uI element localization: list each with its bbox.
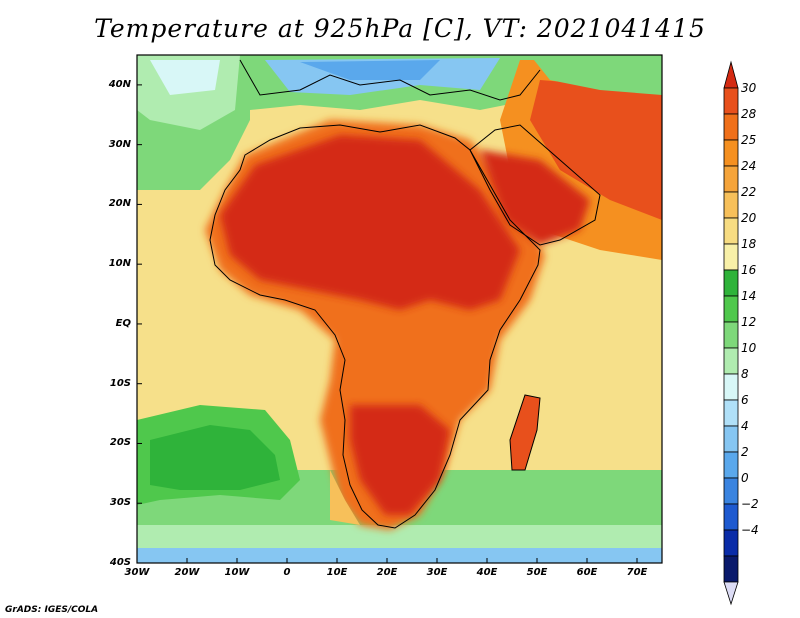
colorbar-segment — [723, 451, 739, 479]
colorbar-level-label: 24 — [741, 159, 757, 173]
lon-label: 20E — [376, 567, 398, 578]
colorbar-level-label: −2 — [741, 497, 759, 511]
colorbar-segment — [723, 529, 739, 557]
lat-label: 40S — [109, 557, 131, 568]
lat-label: 30N — [108, 138, 131, 150]
colorbar-level-label: 28 — [741, 107, 757, 121]
lat-label: EQ — [115, 317, 131, 329]
colorbar-segment — [723, 87, 739, 115]
colorbar-level-label: 20 — [741, 211, 757, 225]
colorbar-level-label: 0 — [741, 471, 749, 485]
lon-label: 0 — [283, 567, 291, 578]
plot-frame — [136, 54, 663, 564]
colorbar-segment — [723, 243, 739, 271]
lat-label: 10N — [108, 258, 131, 270]
chart-title: Temperature at 925hPa [C], VT: 202104141… — [94, 14, 706, 43]
colorbar-level-label: 16 — [741, 263, 757, 277]
colorbar-level-label: 8 — [741, 367, 749, 381]
cool-band-south-3 — [137, 548, 662, 563]
colorbar-segment — [723, 399, 739, 427]
lat-label: 20S — [109, 437, 131, 449]
colorbar-segment — [723, 555, 739, 583]
colorbar-level-label: 4 — [741, 419, 749, 433]
warm-region-asia-2 — [530, 80, 662, 220]
lon-label: 40E — [476, 567, 498, 578]
europe-coastline — [239, 59, 541, 101]
colorbar — [723, 60, 739, 606]
colorbar-segment — [723, 425, 739, 453]
cool-region-europe-3 — [300, 60, 440, 80]
colorbar-level-label: 14 — [741, 289, 757, 303]
lon-label: 50E — [526, 567, 548, 578]
lon-label: 30E — [426, 567, 448, 578]
colorbar-segment — [723, 321, 739, 349]
colorbar-level-label: 18 — [741, 237, 757, 251]
africa-coastline — [209, 124, 541, 529]
axis-ticks — [136, 84, 638, 564]
colorbar-segment — [723, 373, 739, 401]
lon-label: 20W — [174, 567, 200, 578]
lat-label: 30S — [109, 497, 131, 509]
cool-region-southatlantic-core — [150, 425, 280, 490]
madagascar-coastline — [509, 394, 541, 471]
colorbar-segment — [723, 295, 739, 323]
lon-label: 70E — [626, 567, 648, 578]
colorbar-level-label: 6 — [741, 393, 749, 407]
colorbar-top-arrow — [723, 60, 739, 89]
cool-region-northatlantic-3 — [150, 60, 220, 95]
lat-label: 40N — [108, 78, 131, 90]
arabia-coastline — [469, 124, 601, 246]
colorbar-level-label: −4 — [741, 523, 759, 537]
lat-label: 10S — [109, 377, 131, 389]
colorbar-bottom-arrow — [723, 581, 739, 606]
colorbar-segment — [723, 269, 739, 297]
lon-label: 60E — [576, 567, 598, 578]
colorbar-segment — [723, 113, 739, 141]
madagascar — [510, 395, 540, 470]
lat-label: 20N — [108, 198, 131, 210]
colorbar-segment — [723, 217, 739, 245]
credit-label: GrADS: IGES/COLA — [5, 605, 99, 615]
colorbar-level-label: 2 — [741, 445, 749, 459]
colorbar-level-label: 25 — [741, 133, 757, 147]
colorbar-segment — [723, 503, 739, 531]
colorbar-segment — [723, 165, 739, 193]
lon-label: 10E — [326, 567, 348, 578]
africa-hot — [220, 135, 520, 310]
colorbar-segment — [723, 191, 739, 219]
colorbar-level-label: 22 — [741, 185, 757, 199]
cool-region-asia-north — [530, 55, 662, 95]
lon-label: 10W — [224, 567, 250, 578]
colorbar-segment — [723, 347, 739, 375]
colorbar-level-label: 12 — [741, 315, 757, 329]
colorbar-level-label: 30 — [741, 81, 757, 95]
africa-coast-cool — [330, 470, 360, 525]
colorbar-level-label: 10 — [741, 341, 757, 355]
colorbar-segment — [723, 139, 739, 167]
africa-hot-south — [350, 405, 450, 515]
colorbar-segment — [723, 477, 739, 505]
lon-label: 30W — [124, 567, 150, 578]
